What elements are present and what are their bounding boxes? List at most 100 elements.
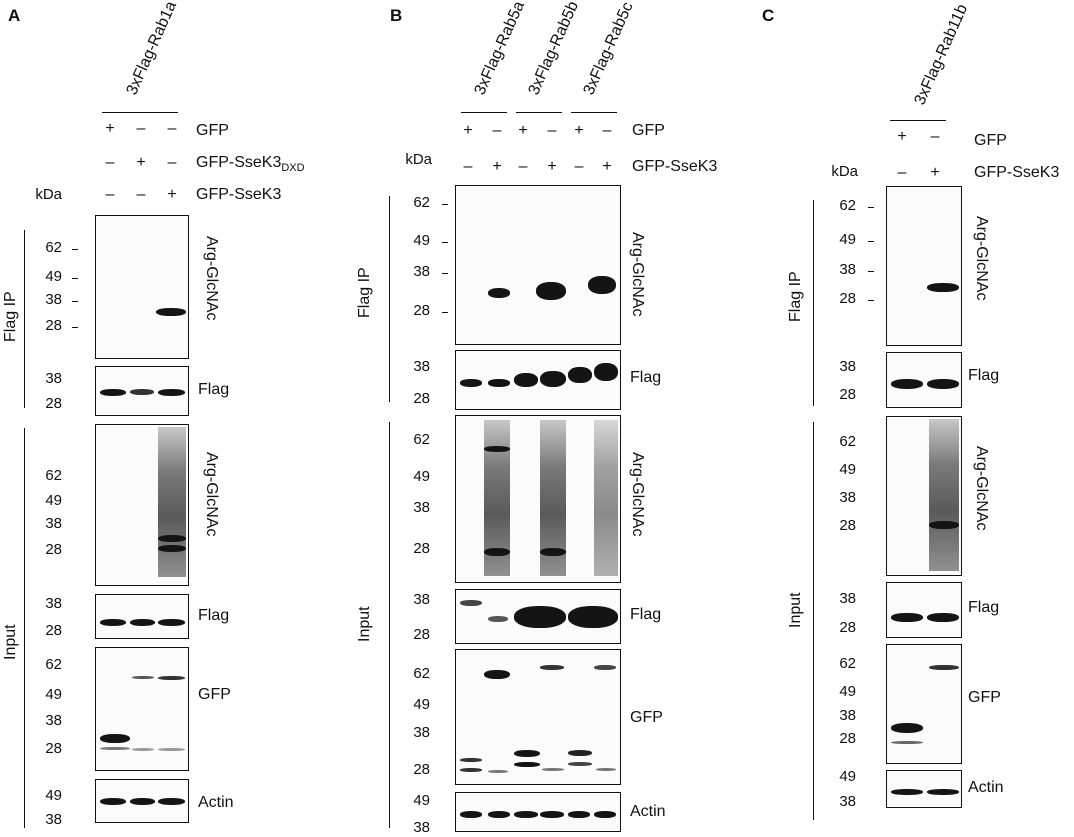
mw-marker: 49 — [45, 268, 62, 285]
western-blot — [455, 792, 621, 832]
western-blot — [95, 779, 189, 823]
band — [460, 768, 482, 772]
sign: + — [105, 120, 115, 137]
band — [594, 665, 616, 670]
sign: + — [574, 122, 584, 139]
band — [568, 762, 592, 766]
band — [488, 811, 510, 818]
band — [594, 811, 616, 818]
band — [514, 811, 538, 818]
band — [927, 613, 959, 622]
group-bracket — [24, 230, 26, 408]
band — [488, 288, 510, 298]
marker-tick — [72, 327, 78, 329]
band — [130, 798, 155, 805]
antibody-label: Arg-GlcNAc — [629, 232, 646, 317]
group-bracket — [24, 428, 26, 828]
mw-marker: 38 — [45, 370, 62, 387]
sample-underline — [102, 112, 178, 114]
group-bracket — [813, 200, 815, 406]
marker-tick — [868, 300, 874, 302]
antibody-label: Arg-GlcNAc — [629, 452, 646, 537]
mw-marker: 38 — [413, 819, 430, 836]
row-label: GFP — [632, 122, 665, 139]
marker-tick — [868, 241, 874, 243]
band — [891, 613, 923, 622]
band — [100, 734, 130, 743]
mw-marker: 38 — [839, 358, 856, 375]
band — [158, 676, 185, 680]
kda-label: kDa — [35, 186, 62, 203]
western-blot — [886, 416, 962, 576]
mw-marker: 38 — [413, 591, 430, 608]
row-label: GFP-SseK3DXD — [196, 154, 305, 175]
sign: – — [105, 186, 115, 203]
band — [536, 282, 566, 300]
mw-marker: 62 — [413, 665, 430, 682]
mw-marker: 28 — [839, 730, 856, 747]
band — [514, 606, 566, 628]
mw-marker: 28 — [45, 317, 62, 334]
western-blot — [886, 770, 962, 808]
sign: – — [167, 154, 177, 171]
antibody-label: Arg-GlcNAc — [973, 216, 990, 301]
band — [514, 373, 538, 387]
group-label: Flag IP — [2, 291, 19, 342]
western-blot — [455, 185, 621, 345]
marker-tick — [72, 301, 78, 303]
western-blot — [886, 644, 962, 764]
sample-underline — [516, 112, 562, 114]
mw-marker: 62 — [45, 239, 62, 256]
mw-marker: 38 — [45, 515, 62, 532]
antibody-label: Arg-GlcNAc — [203, 452, 220, 537]
mw-marker: 28 — [413, 390, 430, 407]
band — [891, 789, 923, 795]
mw-marker: 38 — [45, 811, 62, 828]
mw-marker: 62 — [45, 467, 62, 484]
sign: – — [492, 122, 502, 139]
band — [158, 389, 185, 396]
western-blot — [455, 350, 621, 410]
band — [540, 548, 566, 556]
antibody-label: Flag — [968, 367, 1000, 384]
antibody-label: Arg-GlcNAc — [203, 236, 220, 321]
mw-marker: 49 — [413, 232, 430, 249]
mw-marker: 38 — [45, 291, 62, 308]
band — [460, 811, 482, 818]
sample-label: 3xFlag-Rab5c — [580, 0, 637, 98]
mw-marker: 28 — [45, 740, 62, 757]
band — [568, 811, 590, 818]
mw-marker: 28 — [45, 622, 62, 639]
mw-marker: 28 — [839, 386, 856, 403]
band — [568, 367, 592, 383]
sample-underline — [890, 120, 946, 122]
band — [100, 389, 126, 396]
band — [927, 283, 959, 292]
mw-marker: 49 — [839, 683, 856, 700]
sign: – — [547, 122, 557, 139]
mw-marker: 49 — [839, 231, 856, 248]
mw-marker: 28 — [839, 517, 856, 534]
band — [158, 798, 185, 805]
sample-label: 3xFlag-Rab5b — [525, 0, 582, 98]
antibody-label: Flag — [198, 607, 230, 624]
group-label: Flag IP — [787, 271, 804, 322]
sign: – — [574, 158, 584, 175]
band — [100, 798, 126, 805]
antibody-label: Flag — [198, 381, 230, 398]
band — [594, 363, 618, 381]
band — [158, 619, 185, 626]
band — [596, 768, 616, 771]
antibody-label: Flag — [968, 599, 1000, 616]
western-blot — [95, 424, 189, 586]
row-label: GFP — [196, 122, 229, 139]
mw-marker: 28 — [413, 626, 430, 643]
sign: – — [167, 120, 177, 137]
band — [460, 379, 482, 387]
western-blot — [95, 366, 189, 416]
sign: + — [492, 158, 502, 175]
mw-marker: 38 — [413, 358, 430, 375]
mw-marker: 49 — [45, 686, 62, 703]
western-blot — [95, 215, 189, 359]
antibody-label: Flag — [630, 606, 662, 623]
